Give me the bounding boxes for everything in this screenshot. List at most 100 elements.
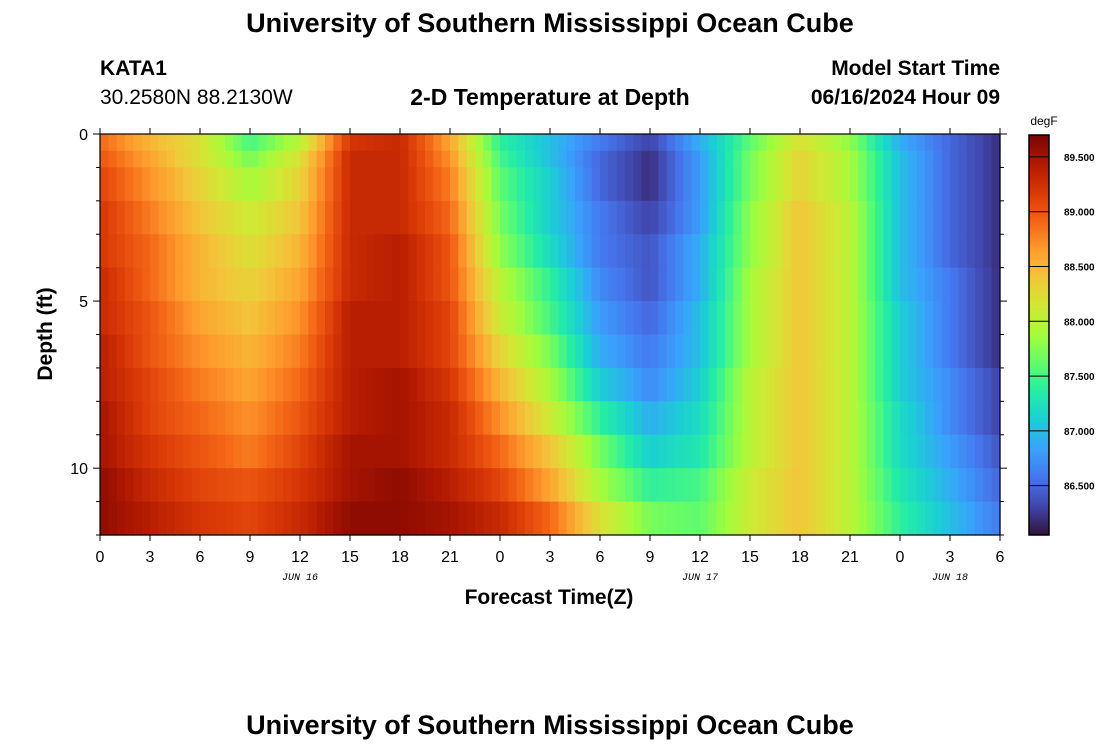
heatmap-cell — [350, 501, 359, 536]
heatmap-cell — [700, 234, 709, 269]
heatmap-cell — [800, 134, 809, 152]
heatmap-cell — [975, 501, 984, 536]
heatmap-cell — [900, 150, 909, 169]
heatmap-cell — [116, 501, 126, 536]
heatmap-cell — [558, 468, 568, 503]
heatmap-cell — [650, 468, 659, 503]
heatmap-cell — [541, 301, 551, 336]
heatmap-cell — [908, 200, 918, 235]
heatmap-cell — [183, 167, 193, 202]
heatmap-cell — [575, 301, 584, 336]
heatmap-cell — [900, 401, 909, 436]
heatmap-cell — [425, 367, 434, 402]
heatmap-cell — [300, 468, 309, 503]
x-tick-label: 15 — [741, 549, 759, 566]
heatmap-cell — [150, 150, 159, 169]
heatmap-cell — [533, 468, 543, 503]
heatmap-cell — [450, 234, 459, 269]
heatmap-cell — [500, 234, 509, 269]
heatmap-cell — [550, 334, 559, 369]
heatmap-cell — [441, 468, 451, 503]
heatmap-cell — [258, 301, 268, 336]
heatmap-cell — [941, 367, 951, 402]
heatmap-cell — [583, 267, 593, 302]
heatmap-cell — [158, 267, 168, 302]
heatmap-cell — [383, 134, 393, 152]
heatmap-cell — [691, 301, 701, 336]
heatmap-cell — [516, 234, 526, 269]
heatmap-cell — [850, 401, 859, 436]
heatmap-cell — [941, 167, 951, 202]
heatmap-cell — [158, 167, 168, 202]
heatmap-cell — [991, 234, 1001, 269]
heatmap-cell — [841, 401, 851, 436]
heatmap-cell — [908, 367, 918, 402]
heatmap-cell — [783, 150, 793, 169]
heatmap-cell — [425, 167, 434, 202]
heatmap-cell — [950, 234, 959, 269]
heatmap-cell — [141, 234, 151, 269]
heatmap-cell — [375, 267, 384, 302]
heatmap-cell — [333, 367, 343, 402]
heatmap-cell — [475, 234, 484, 269]
heatmap-cell — [166, 200, 176, 235]
heatmap-cell — [108, 167, 118, 202]
heatmap-cell — [783, 301, 793, 336]
heatmap-cell — [175, 134, 184, 152]
heatmap-cell — [391, 200, 401, 235]
heatmap-cell — [958, 234, 968, 269]
heatmap-cell — [566, 301, 576, 336]
heatmap-cell — [933, 367, 943, 402]
heatmap-cell — [466, 367, 476, 402]
heatmap-cell — [783, 267, 793, 302]
heatmap-cell — [925, 501, 934, 536]
heatmap-cell — [875, 434, 884, 469]
heatmap-cell — [583, 434, 593, 469]
colorbar-tick-label: 88.000 — [1064, 317, 1095, 328]
heatmap-cell — [941, 200, 951, 235]
heatmap-cell — [233, 267, 243, 302]
heatmap-cell — [816, 301, 826, 336]
heatmap-cell — [750, 401, 759, 436]
heatmap-cell — [950, 200, 959, 235]
heatmap-cell — [508, 200, 518, 235]
heatmap-cell — [208, 301, 218, 336]
heatmap-cell — [141, 150, 151, 169]
heatmap-cell — [491, 367, 501, 402]
heatmap-cell — [866, 434, 876, 469]
heatmap-cell — [433, 401, 443, 436]
heatmap-cell — [808, 167, 818, 202]
heatmap-cell — [550, 267, 559, 302]
heatmap-cell — [183, 150, 193, 169]
heatmap-cell — [116, 367, 126, 402]
heatmap-cell — [350, 434, 359, 469]
heatmap-cell — [216, 434, 226, 469]
y-tick-label: 5 — [79, 294, 88, 311]
heatmap-cell — [858, 434, 868, 469]
heatmap-cell — [891, 267, 901, 302]
heatmap-cell — [966, 267, 976, 302]
heatmap-cell — [266, 334, 276, 369]
heatmap-cell — [541, 334, 551, 369]
heatmap-cell — [608, 267, 618, 302]
heatmap-cell — [183, 301, 193, 336]
heatmap-cell — [883, 234, 893, 269]
heatmap-cell — [116, 134, 126, 152]
heatmap-cell — [191, 367, 201, 402]
heatmap-cell — [725, 367, 734, 402]
heatmap-cell — [575, 167, 584, 202]
heatmap-cell — [233, 134, 243, 152]
heatmap-cell — [841, 200, 851, 235]
heatmap-cell — [566, 267, 576, 302]
heatmap-cell — [816, 267, 826, 302]
heatmap-cell — [750, 134, 759, 152]
heatmap-cell — [825, 200, 834, 235]
heatmap-cell — [350, 234, 359, 269]
heatmap-cell — [891, 334, 901, 369]
heatmap-cell — [141, 267, 151, 302]
colorbar-unit: degF — [1030, 114, 1057, 128]
heatmap-cell — [700, 367, 709, 402]
heatmap-cell — [450, 167, 459, 202]
heatmap-cell — [458, 301, 468, 336]
heatmap-cell — [475, 301, 484, 336]
